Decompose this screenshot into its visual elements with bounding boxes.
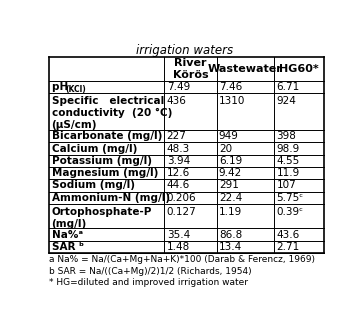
Text: 0.127: 0.127	[167, 207, 196, 217]
Text: Ortophosphate-P
(mg/l): Ortophosphate-P (mg/l)	[52, 207, 152, 229]
Text: 3.94: 3.94	[167, 156, 190, 166]
Text: 13.4: 13.4	[219, 242, 242, 252]
Text: Bicarbonate (mg/l): Bicarbonate (mg/l)	[52, 131, 162, 141]
Text: 9.42: 9.42	[219, 168, 242, 178]
Text: 6.19: 6.19	[219, 156, 242, 166]
Text: Calcium (mg/l): Calcium (mg/l)	[52, 144, 137, 154]
Text: 48.3: 48.3	[167, 144, 190, 154]
Text: 11.9: 11.9	[277, 168, 300, 178]
Text: (KCl): (KCl)	[65, 85, 86, 94]
Text: Magnesium (mg/l): Magnesium (mg/l)	[52, 168, 158, 178]
Text: pH: pH	[52, 82, 71, 92]
Text: irrigation waters: irrigation waters	[136, 44, 234, 57]
Text: 4.55: 4.55	[277, 156, 300, 166]
Text: 43.6: 43.6	[277, 229, 300, 240]
Text: 924: 924	[277, 96, 296, 106]
Text: 436: 436	[167, 96, 187, 106]
Text: a Na% = Na/(Ca+Mg+Na+K)*100 (Darab & Ferencz, 1969): a Na% = Na/(Ca+Mg+Na+K)*100 (Darab & Fer…	[49, 255, 315, 265]
Text: 86.8: 86.8	[219, 229, 242, 240]
Text: 227: 227	[167, 131, 187, 141]
Text: 7.49: 7.49	[167, 82, 190, 92]
Text: 1.19: 1.19	[219, 207, 242, 217]
Text: 398: 398	[277, 131, 296, 141]
Text: b SAR = Na/((Ca+Mg)/2)1/2 (Richards, 1954): b SAR = Na/((Ca+Mg)/2)1/2 (Richards, 195…	[49, 267, 252, 276]
Text: 7.46: 7.46	[219, 82, 242, 92]
Text: Na%ᵃ: Na%ᵃ	[52, 229, 83, 240]
Text: 22.4: 22.4	[219, 193, 242, 203]
Text: 20: 20	[219, 144, 232, 154]
Text: 291: 291	[219, 180, 239, 190]
Text: 0.206: 0.206	[167, 193, 196, 203]
Text: 5.75ᶜ: 5.75ᶜ	[277, 193, 304, 203]
Text: 6.71: 6.71	[277, 82, 300, 92]
Text: Ammonium-N (mg/l): Ammonium-N (mg/l)	[52, 193, 170, 203]
Text: 35.4: 35.4	[167, 229, 190, 240]
Text: Specific   electrical
conductivity  (20 °C)
(µS/cm): Specific electrical conductivity (20 °C)…	[52, 96, 172, 130]
Text: Sodium (mg/l): Sodium (mg/l)	[52, 180, 135, 190]
Text: SAR ᵇ: SAR ᵇ	[52, 242, 83, 252]
Text: 1310: 1310	[219, 96, 245, 106]
Text: 1.48: 1.48	[167, 242, 190, 252]
Text: 2.71: 2.71	[277, 242, 300, 252]
Text: Potassium (mg/l): Potassium (mg/l)	[52, 156, 152, 166]
Text: 0.39ᶜ: 0.39ᶜ	[277, 207, 303, 217]
Text: 44.6: 44.6	[167, 180, 190, 190]
Text: 949: 949	[219, 131, 239, 141]
Text: * HG=diluted and improved irrigation water: * HG=diluted and improved irrigation wat…	[49, 279, 248, 288]
Text: HG60*: HG60*	[279, 64, 319, 74]
Text: 12.6: 12.6	[167, 168, 190, 178]
Text: 98.9: 98.9	[277, 144, 300, 154]
Text: 107: 107	[277, 180, 296, 190]
Text: River
Körös: River Körös	[173, 58, 208, 80]
Text: Wastewater: Wastewater	[208, 64, 283, 74]
